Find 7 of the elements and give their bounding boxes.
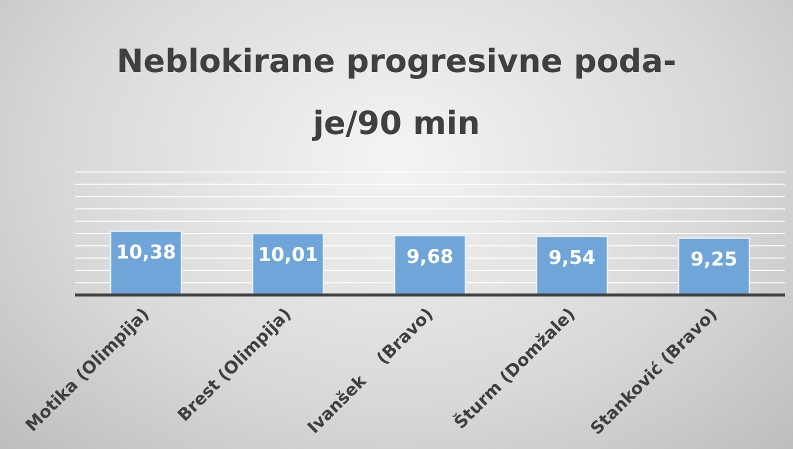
- bar: [536, 236, 608, 295]
- data-label: 10,01: [258, 244, 318, 266]
- data-label: 10,38: [116, 242, 176, 264]
- chart-title: Neblokirane progresivne poda-je/90 min: [116, 41, 678, 144]
- data-label: 9,68: [406, 246, 454, 268]
- data-label: 9,54: [548, 246, 596, 269]
- data-label: 9,25: [690, 248, 738, 271]
